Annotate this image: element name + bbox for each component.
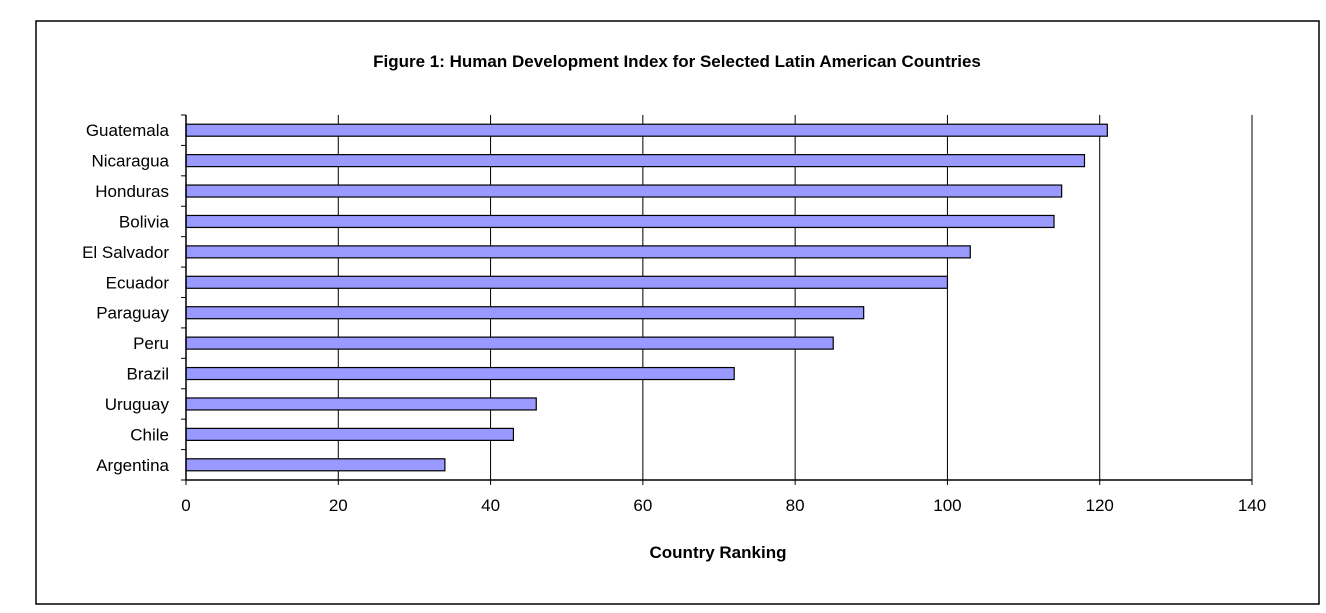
category-label-argentina: Argentina [96,456,169,475]
category-labels: Guatemala Nicaragua Honduras Bolivia El Salv… [82,121,169,475]
x-tick-labels: 0 20 40 60 80 100 120 140 [181,496,1266,515]
chart-title: Figure 1: Human Development Index for Se… [373,52,981,71]
x-axis-label: Country Ranking [650,543,787,562]
x-tick-label-80: 80 [786,496,805,515]
x-tick-label-100: 100 [933,496,961,515]
bar-nicaragua [185,154,1086,168]
x-tick-label-20: 20 [329,496,348,515]
bar-chile [185,427,515,441]
bar-brazil [185,366,735,381]
axes [181,114,1253,485]
x-tick-label-60: 60 [633,496,652,515]
bar-honduras [185,184,1063,198]
category-label-chile: Chile [130,425,169,444]
category-label-uruguay: Uruguay [105,395,170,414]
x-tick-label-120: 120 [1086,496,1114,515]
grid-lines [337,115,1253,480]
bar-uruguay [185,397,537,411]
bar-bolivia [185,214,1055,229]
category-label-brazil: Brazil [126,365,169,384]
bar-argentina [185,458,446,472]
bar-el-salvador [185,245,971,259]
x-tick-label-0: 0 [181,496,190,515]
bar-ecuador [185,275,949,289]
category-label-peru: Peru [133,334,169,353]
bar-paraguay [185,306,865,320]
category-label-nicaragua: Nicaragua [92,152,170,171]
bar-guatemala [185,123,1108,137]
category-label-paraguay: Paraguay [96,304,169,323]
category-label-honduras: Honduras [95,182,169,201]
category-label-guatemala: Guatemala [86,121,170,140]
bar-peru [185,336,834,350]
x-tick-label-40: 40 [481,496,500,515]
category-label-ecuador: Ecuador [106,273,170,292]
category-label-bolivia: Bolivia [119,212,170,231]
category-label-el-salvador: El Salvador [82,243,169,262]
x-tick-label-140: 140 [1238,496,1266,515]
bars [185,123,1108,472]
